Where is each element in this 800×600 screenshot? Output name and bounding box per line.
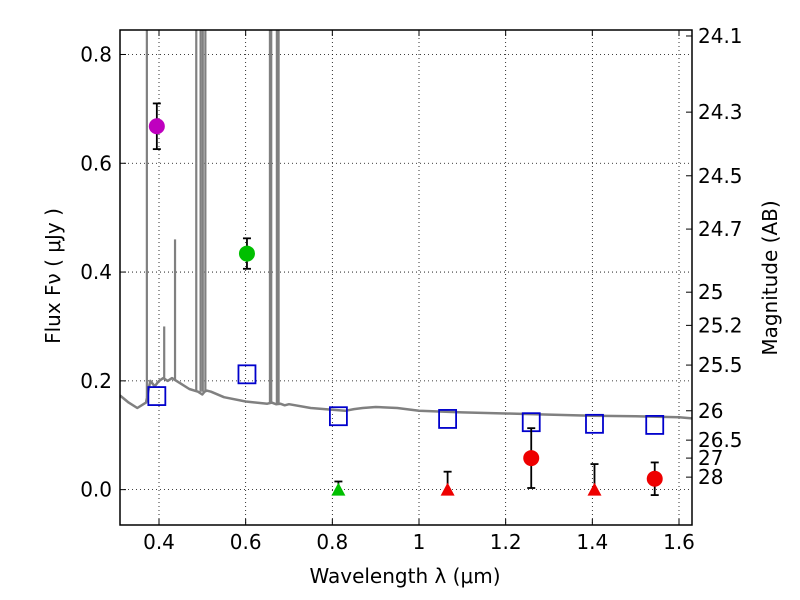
y-axis-label-right: Magnitude (AB) xyxy=(758,200,782,355)
x-tick-label: 1.2 xyxy=(490,530,522,554)
non-detection-triangle xyxy=(440,482,455,496)
model-photometry-square xyxy=(328,406,348,427)
x-tick-label: 0.4 xyxy=(143,530,175,554)
y-tick-label: 0.0 xyxy=(80,478,112,502)
model-photometry-square xyxy=(147,386,167,406)
mag-tick-label: 24.7 xyxy=(698,217,743,241)
non-detection-triangle xyxy=(587,482,602,496)
mag-tick-label: 24.1 xyxy=(698,24,743,48)
mag-tick-label: 26 xyxy=(698,399,723,423)
ticks: 0.4 0.6 0.8 1 1.2 1.4 1.6 0.0 0.2 0.4 0.6 0.8 24.1 24… xyxy=(80,24,742,554)
detection-point xyxy=(523,450,540,467)
y-tick-label: 0.8 xyxy=(80,42,112,66)
detection-point xyxy=(646,470,663,487)
x-tick-label: 0.8 xyxy=(316,530,348,554)
mag-tick-label: 26.5 xyxy=(698,428,743,452)
y-axis-label-left: Flux Fν ( μJy ) xyxy=(41,208,65,344)
mag-tick-label: 27 xyxy=(698,446,723,470)
model-photometry-square xyxy=(585,413,604,434)
mag-tick-label: 25 xyxy=(698,280,723,304)
non-detection-triangle xyxy=(331,482,346,496)
model-photometry-square xyxy=(645,415,665,435)
detection-point xyxy=(238,245,255,262)
y-tick-label: 0.6 xyxy=(80,151,112,175)
mag-tick-label: 24.5 xyxy=(698,164,743,188)
model-photometry-square xyxy=(438,409,458,429)
plot-frame xyxy=(119,29,693,526)
x-axis-label: Wavelength λ (μm) xyxy=(309,564,500,588)
y-tick-label: 0.2 xyxy=(80,369,112,393)
x-tick-label: 1 xyxy=(413,530,426,554)
y-tick-label: 0.4 xyxy=(80,260,112,284)
mag-tick-label: 28 xyxy=(698,465,723,489)
mag-tick-label: 25.5 xyxy=(698,353,743,377)
model-photometry-square xyxy=(237,364,257,385)
detection-point xyxy=(148,118,165,135)
x-tick-label: 1.4 xyxy=(576,530,608,554)
mag-tick-label: 25.2 xyxy=(698,313,743,337)
x-tick-label: 1.6 xyxy=(663,530,695,554)
plot-area xyxy=(120,30,692,496)
mag-tick-label: 24.3 xyxy=(698,100,743,124)
x-tick-label: 0.6 xyxy=(230,530,262,554)
